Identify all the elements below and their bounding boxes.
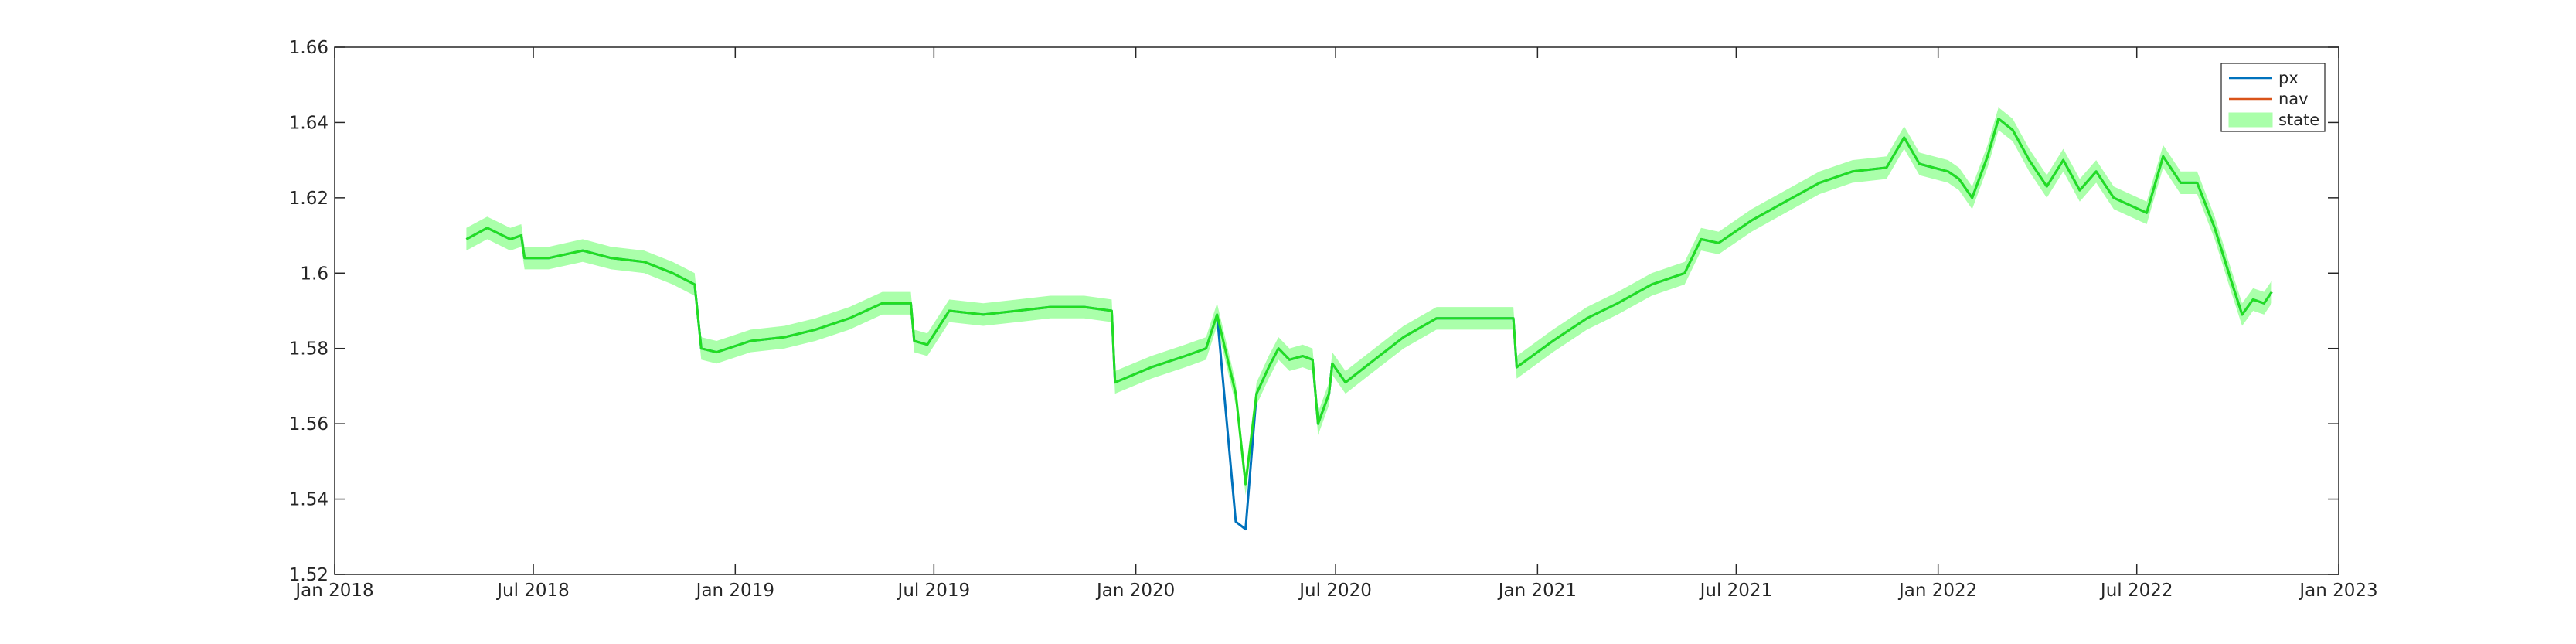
series-line-state [465, 118, 2273, 486]
x-tick-label: Jul 2018 [495, 581, 570, 601]
x-tick-label: Jan 2019 [695, 581, 774, 601]
x-tick-label: Jul 2019 [897, 581, 971, 601]
x-tick-label: Jul 2021 [1699, 581, 1773, 601]
x-tick-label: Jan 2021 [1497, 581, 1577, 601]
y-tick-label: 1.52 [289, 565, 328, 585]
legend-label-nav: nav [2278, 90, 2309, 108]
y-tick-label: 1.62 [289, 189, 328, 209]
x-tick-label: Jan 2018 [294, 581, 373, 601]
legend-label-px: px [2278, 69, 2299, 87]
legend-swatch-state [2228, 112, 2273, 128]
axis-tick-layer: Jan 2018 Jul 2018 Jan 2019 Jul 2019 Jan 2020… [289, 38, 2378, 601]
y-tick-label: 1.64 [289, 113, 328, 133]
x-tick-label: Jul 2020 [1298, 581, 1372, 601]
x-tick-label: Jul 2022 [2099, 581, 2173, 601]
y-tick-label: 1.58 [289, 339, 328, 359]
x-tick-label: Jan 2020 [1095, 581, 1175, 601]
y-tick-label: 1.6 [300, 264, 328, 284]
plot-area: Jan 2018 Jul 2018 Jan 2019 Jul 2019 Jan 2020… [289, 38, 2378, 601]
axes-box [334, 46, 2339, 575]
y-tick-label: 1.54 [289, 490, 328, 510]
legend-box [2220, 63, 2326, 132]
legend-label-state: state [2278, 111, 2319, 129]
series-line-layer [465, 118, 2273, 530]
legend: px nav state [2220, 63, 2326, 132]
x-tick-label: Jan 2022 [1897, 581, 1977, 601]
y-tick-label: 1.56 [289, 414, 328, 434]
x-tick-label: Jan 2023 [2298, 581, 2377, 601]
y-tick-label: 1.66 [289, 38, 328, 58]
